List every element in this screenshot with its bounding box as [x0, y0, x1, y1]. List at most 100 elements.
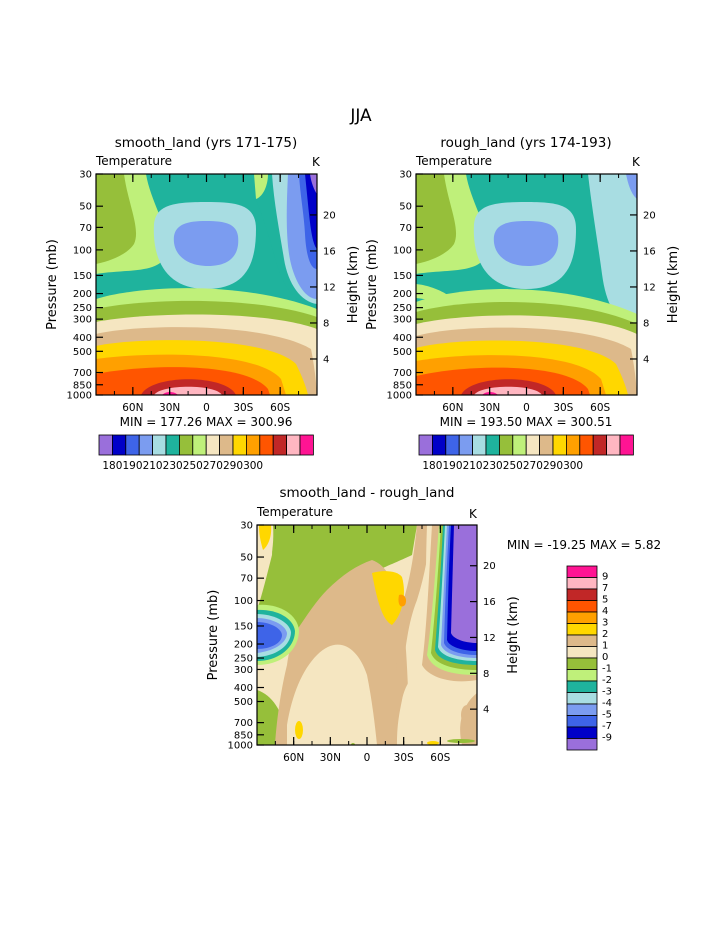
colorbar-box — [205, 434, 220, 456]
colorbar-box — [566, 646, 598, 659]
colorbar-box — [566, 577, 598, 590]
pressure-tick-label: 30 — [240, 521, 253, 532]
colorbar-label: 0 — [602, 652, 608, 663]
x-tick-label: 30S — [394, 752, 414, 764]
pressure-tick-label: 500 — [73, 347, 92, 358]
colorbar-box — [138, 434, 153, 456]
pressure-tick-label: 30 — [399, 170, 412, 181]
colorbar-box — [525, 434, 541, 456]
panel-title: smooth_land (yrs 171-175) — [115, 135, 298, 151]
height-tick-label: 20 — [323, 210, 336, 221]
pressure-tick-label: 700 — [73, 368, 92, 379]
colorbar-label: 230 — [483, 460, 503, 472]
colorbar-label: 1 — [602, 641, 608, 652]
contour-field — [96, 174, 317, 395]
height-tick-label: 4 — [643, 354, 649, 365]
pressure-tick-label: 250 — [393, 303, 412, 314]
x-tick-label: 0 — [523, 402, 530, 414]
colorbar-box — [566, 611, 598, 624]
pressure-tick-label: 200 — [393, 289, 412, 300]
colorbar-label: 9 — [602, 572, 608, 583]
colorbar-box — [458, 434, 474, 456]
height-tick-label: 4 — [323, 354, 329, 365]
x-tick-label: 60S — [270, 402, 290, 414]
colorbar-label: -9 — [602, 733, 612, 744]
colorbar-label: 250 — [503, 460, 523, 472]
height-tick-label: 12 — [323, 282, 336, 293]
colorbar-box — [472, 434, 487, 456]
colorbar-label: 230 — [163, 460, 183, 472]
colorbar-label: 190 — [122, 460, 142, 472]
panel-difference: smooth_land - rough_land Temperature K — [256, 485, 661, 745]
x-tick-label: 60N — [283, 752, 304, 764]
height-tick-label: 12 — [643, 282, 656, 293]
pressure-tick-label: 200 — [73, 289, 92, 300]
colorbar-box — [125, 434, 140, 456]
units-label: K — [632, 155, 641, 169]
colorbar-box — [619, 434, 634, 456]
colorbar-label: 290 — [543, 460, 563, 472]
panel-smooth-land: smooth_land (yrs 171-175) Temperature K — [95, 135, 321, 429]
right-axis-label: Height (km) — [666, 246, 681, 323]
height-tick-label: 20 — [643, 210, 656, 221]
colorbar-box — [592, 434, 608, 456]
height-tick-label: 16 — [643, 246, 656, 257]
x-tick-label: 60S — [590, 402, 610, 414]
pressure-tick-label: 1000 — [67, 391, 92, 402]
colorbar-box — [566, 726, 598, 739]
colorbar-box — [566, 715, 598, 728]
pressure-tick-label: 500 — [393, 347, 412, 358]
variable-label: Temperature — [415, 154, 492, 168]
x-tick-label: 30S — [233, 402, 253, 414]
x-tick-label: 60N — [442, 402, 463, 414]
height-tick-label: 16 — [483, 597, 496, 608]
right-axis-label: Height (km) — [346, 246, 361, 323]
colorbar-box — [566, 434, 581, 456]
pressure-tick-label: 1000 — [228, 741, 253, 752]
pressure-tick-label: 250 — [234, 654, 253, 665]
colorbar-box — [566, 588, 598, 601]
x-tick-label: 30S — [553, 402, 573, 414]
colorbar-rough-land: 180 190 210 230 250 270 290 300 — [418, 434, 634, 472]
colorbar-box — [152, 434, 167, 456]
variable-label: Temperature — [95, 154, 172, 168]
x-tick-label: 30N — [479, 402, 500, 414]
colorbar-label: -2 — [602, 675, 612, 686]
panel-title: rough_land (yrs 174-193) — [440, 135, 611, 151]
pressure-tick-label: 100 — [393, 245, 412, 256]
colorbar-box — [566, 623, 598, 636]
pressure-tick-label: 400 — [73, 333, 92, 344]
colorbar-box — [566, 738, 598, 751]
pressure-tick-label: 300 — [393, 315, 412, 326]
min-max-stats: MIN = 193.50 MAX = 300.51 — [440, 415, 613, 429]
height-tick-label: 8 — [643, 318, 649, 329]
colorbar-label: 2 — [602, 629, 608, 640]
x-tick-label: 0 — [203, 402, 210, 414]
colorbar-box — [165, 434, 180, 456]
height-tick-label: 12 — [483, 633, 496, 644]
pressure-tick-label: 200 — [234, 640, 253, 651]
colorbar-label: 180 — [102, 460, 122, 472]
colorbar-box — [552, 434, 567, 456]
colorbar-label: 5 — [602, 595, 608, 606]
main-title: JJA — [349, 106, 372, 126]
pressure-tick-label: 250 — [73, 303, 92, 314]
pressure-tick-label: 300 — [234, 665, 253, 676]
pressure-tick-label: 50 — [240, 553, 253, 564]
min-max-stats: MIN = -19.25 MAX = 5.82 — [507, 538, 661, 552]
colorbar-box — [112, 434, 127, 456]
pressure-tick-label: 500 — [234, 697, 253, 708]
y-axis-label: Pressure (mb) — [365, 239, 380, 330]
pressure-tick-label: 150 — [73, 271, 92, 282]
units-label: K — [312, 155, 321, 169]
pressure-tick-label: 100 — [73, 245, 92, 256]
height-tick-label: 20 — [483, 561, 496, 572]
x-tick-label: 0 — [364, 752, 371, 764]
colorbar-box — [566, 669, 598, 682]
y-axis-label: Pressure (mb) — [45, 239, 60, 330]
height-tick-label: 8 — [323, 318, 329, 329]
colorbar-box — [219, 434, 234, 456]
colorbar-label: -4 — [602, 698, 612, 709]
